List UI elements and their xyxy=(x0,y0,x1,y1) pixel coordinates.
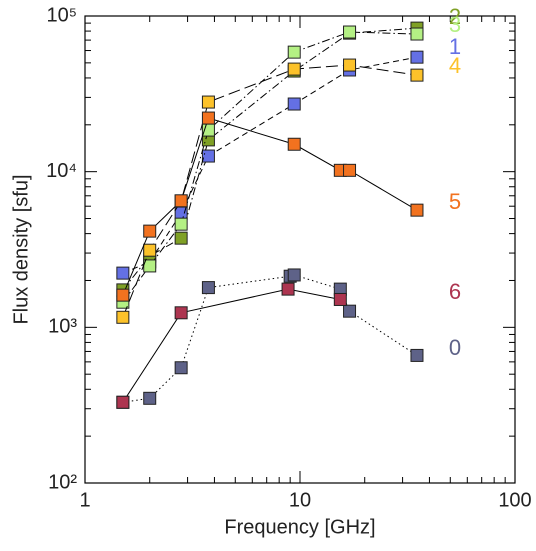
data-point xyxy=(410,68,424,82)
data-point xyxy=(410,203,424,217)
series-label: 5 xyxy=(449,189,461,214)
y-tick-label: 10⁴ xyxy=(46,160,77,182)
x-tick-label: 100 xyxy=(498,489,531,511)
data-point xyxy=(116,288,130,302)
y-tick-label: 10⁵ xyxy=(46,4,77,26)
data-point xyxy=(410,50,424,64)
series-line xyxy=(122,274,418,403)
data-point xyxy=(287,62,301,76)
data-point xyxy=(174,306,188,320)
data-point xyxy=(116,310,130,324)
series-line xyxy=(122,31,417,303)
data-point xyxy=(174,194,188,208)
data-point xyxy=(174,361,188,375)
data-point xyxy=(174,231,188,245)
data-point xyxy=(201,111,215,125)
series-label: 3 xyxy=(449,12,461,37)
data-point xyxy=(201,95,215,109)
data-point xyxy=(174,217,188,231)
series-label: 6 xyxy=(449,279,461,304)
data-point xyxy=(143,224,157,238)
series-label: 0 xyxy=(449,335,461,360)
data-point xyxy=(201,149,215,163)
data-point xyxy=(343,304,357,318)
series-line xyxy=(122,56,418,274)
data-point xyxy=(281,282,295,296)
series-line xyxy=(122,117,418,296)
data-point xyxy=(143,391,157,405)
data-point xyxy=(410,27,424,41)
data-point xyxy=(287,137,301,151)
series-line xyxy=(122,288,341,403)
data-point xyxy=(343,163,357,177)
data-point xyxy=(201,281,215,295)
data-point xyxy=(116,395,130,409)
x-axis-label: Frequency [GHz] xyxy=(224,516,375,538)
data-point xyxy=(287,97,301,111)
data-point xyxy=(343,58,357,72)
y-axis-label: Flux density [sfu] xyxy=(10,174,32,324)
data-point xyxy=(143,243,157,257)
data-point xyxy=(287,268,301,282)
series-label: 1 xyxy=(449,34,461,59)
series-label: 4 xyxy=(449,53,461,78)
x-tick-label: 1 xyxy=(79,489,90,511)
y-tick-label: 10² xyxy=(48,471,77,493)
data-point xyxy=(287,45,301,59)
series-label: 2 xyxy=(449,4,461,29)
data-point xyxy=(116,266,130,280)
data-point xyxy=(343,25,357,39)
series-line xyxy=(122,27,418,291)
x-tick-label: 10 xyxy=(289,489,311,511)
y-tick-label: 10³ xyxy=(48,316,77,338)
data-point xyxy=(410,348,424,362)
series-line xyxy=(122,64,418,318)
data-point xyxy=(333,292,347,306)
